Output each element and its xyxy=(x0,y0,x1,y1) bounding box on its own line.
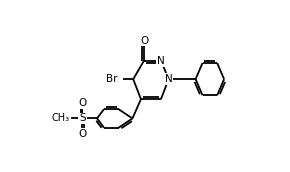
Text: N: N xyxy=(157,56,165,66)
Text: O: O xyxy=(78,98,86,108)
Text: O: O xyxy=(140,36,148,46)
Text: S: S xyxy=(79,113,86,123)
Text: Br: Br xyxy=(106,74,118,84)
Text: CH₃: CH₃ xyxy=(52,113,70,123)
Text: O: O xyxy=(78,129,86,139)
Text: N: N xyxy=(165,74,173,84)
